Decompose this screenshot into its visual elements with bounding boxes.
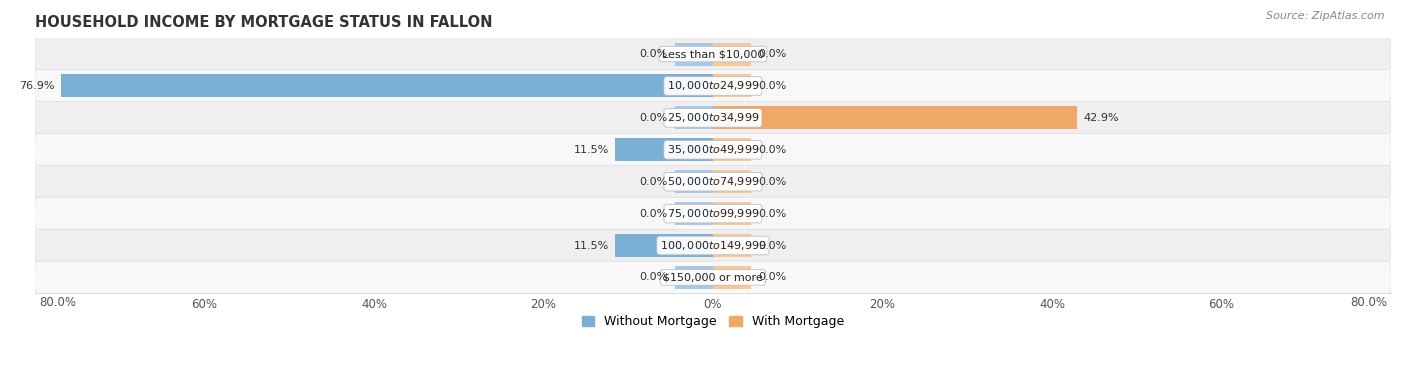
Bar bbox=[675, 106, 713, 129]
Bar bbox=[713, 266, 751, 289]
FancyBboxPatch shape bbox=[35, 166, 1391, 198]
FancyBboxPatch shape bbox=[35, 38, 1391, 70]
Bar bbox=[713, 106, 1077, 129]
Text: $35,000 to $49,999: $35,000 to $49,999 bbox=[666, 143, 759, 156]
Bar bbox=[616, 234, 713, 257]
Text: $25,000 to $34,999: $25,000 to $34,999 bbox=[666, 111, 759, 124]
Bar bbox=[713, 43, 751, 66]
Text: 80.0%: 80.0% bbox=[39, 296, 76, 309]
FancyBboxPatch shape bbox=[35, 133, 1391, 166]
Text: $10,000 to $24,999: $10,000 to $24,999 bbox=[666, 80, 759, 92]
Text: $50,000 to $74,999: $50,000 to $74,999 bbox=[666, 175, 759, 188]
FancyBboxPatch shape bbox=[35, 229, 1391, 262]
Text: Less than $10,000: Less than $10,000 bbox=[662, 49, 763, 59]
Text: 0.0%: 0.0% bbox=[640, 208, 668, 219]
Bar bbox=[675, 266, 713, 289]
Text: 0.0%: 0.0% bbox=[758, 81, 786, 91]
Text: 0.0%: 0.0% bbox=[640, 113, 668, 123]
Legend: Without Mortgage, With Mortgage: Without Mortgage, With Mortgage bbox=[576, 310, 849, 333]
FancyBboxPatch shape bbox=[35, 102, 1391, 134]
Bar bbox=[713, 202, 751, 225]
Text: 0.0%: 0.0% bbox=[758, 241, 786, 250]
Text: 11.5%: 11.5% bbox=[574, 145, 609, 155]
Bar bbox=[675, 202, 713, 225]
Text: 0.0%: 0.0% bbox=[758, 177, 786, 187]
FancyBboxPatch shape bbox=[35, 197, 1391, 230]
Text: Source: ZipAtlas.com: Source: ZipAtlas.com bbox=[1267, 11, 1385, 21]
Text: $100,000 to $149,999: $100,000 to $149,999 bbox=[659, 239, 766, 252]
FancyBboxPatch shape bbox=[35, 70, 1391, 102]
Text: 0.0%: 0.0% bbox=[758, 273, 786, 282]
Text: 0.0%: 0.0% bbox=[640, 177, 668, 187]
Text: 0.0%: 0.0% bbox=[640, 49, 668, 59]
Text: $75,000 to $99,999: $75,000 to $99,999 bbox=[666, 207, 759, 220]
Text: 42.9%: 42.9% bbox=[1083, 113, 1119, 123]
Text: 11.5%: 11.5% bbox=[574, 241, 609, 250]
Bar bbox=[675, 170, 713, 193]
Text: 76.9%: 76.9% bbox=[18, 81, 55, 91]
Bar bbox=[713, 170, 751, 193]
Bar bbox=[675, 43, 713, 66]
Bar bbox=[713, 138, 751, 161]
Bar bbox=[60, 75, 713, 98]
Bar bbox=[616, 138, 713, 161]
FancyBboxPatch shape bbox=[35, 261, 1391, 294]
Text: $150,000 or more: $150,000 or more bbox=[664, 273, 763, 282]
Text: 80.0%: 80.0% bbox=[1350, 296, 1386, 309]
Bar bbox=[713, 234, 751, 257]
Text: 0.0%: 0.0% bbox=[758, 208, 786, 219]
Text: 0.0%: 0.0% bbox=[640, 273, 668, 282]
Text: 0.0%: 0.0% bbox=[758, 49, 786, 59]
Text: HOUSEHOLD INCOME BY MORTGAGE STATUS IN FALLON: HOUSEHOLD INCOME BY MORTGAGE STATUS IN F… bbox=[35, 15, 492, 30]
Text: 0.0%: 0.0% bbox=[758, 145, 786, 155]
Bar bbox=[713, 75, 751, 98]
